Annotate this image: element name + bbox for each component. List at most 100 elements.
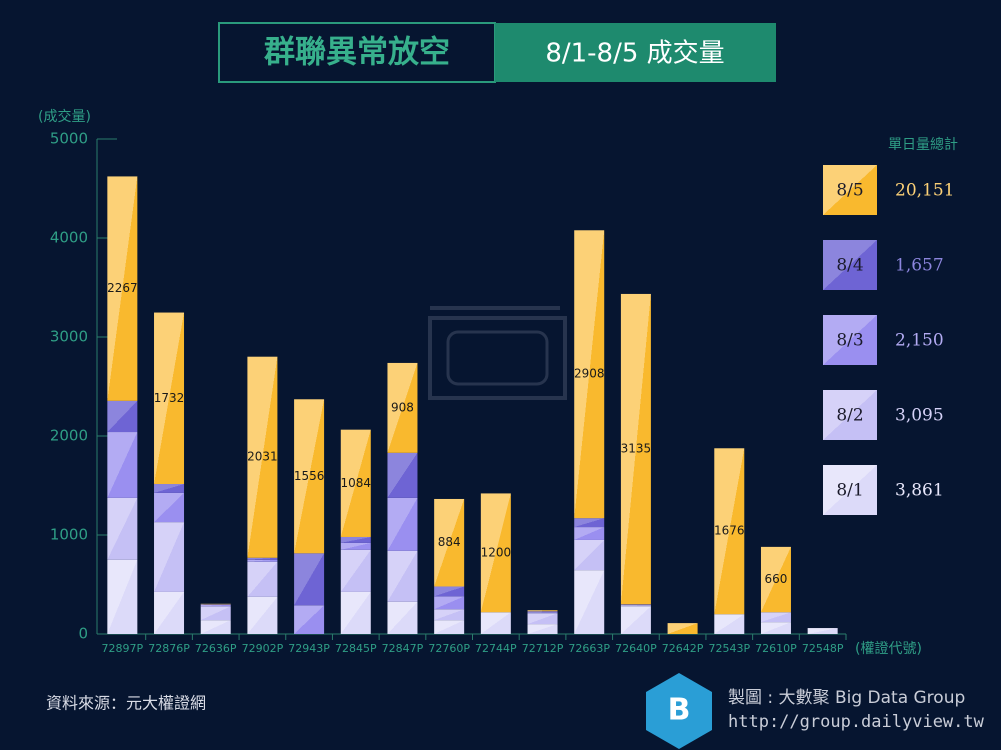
bar-segment [434, 609, 465, 621]
y-tick-label: 3000 [50, 328, 88, 346]
bar-segment [387, 550, 418, 602]
bar-segment [480, 493, 511, 613]
legend-label: 8/4 [836, 256, 863, 276]
bar-segment [387, 601, 418, 634]
bar-segment [247, 356, 278, 558]
bar-segment [340, 542, 371, 550]
x-tick-label: 72744P [475, 642, 517, 655]
bar-segment [200, 604, 231, 607]
bar-segment [107, 400, 138, 433]
legend-label: 8/1 [836, 481, 863, 501]
data-label: 1556 [294, 469, 325, 483]
chart-title: 群聯異常放空 [263, 35, 450, 71]
x-tick-label: 72943P [288, 642, 330, 655]
x-tick-label: 72636P [195, 642, 237, 655]
data-label: 2031 [247, 450, 278, 464]
legend-total: 2,150 [895, 331, 944, 351]
bar-segment [294, 605, 325, 634]
bar-segment [760, 612, 791, 623]
legend-label: 8/3 [836, 331, 863, 351]
x-tick-label: 72845P [335, 642, 377, 655]
watermark-note [428, 316, 567, 400]
legend-swatch [823, 465, 877, 515]
legend-title: 單日量總計 [888, 136, 958, 153]
y-axis-label: (成交量) [38, 108, 91, 125]
bar-segment [247, 557, 278, 560]
bar-segment [527, 613, 558, 625]
data-label: 1732 [154, 391, 185, 405]
bar-segment [107, 559, 138, 634]
y-tick-label: 0 [78, 625, 88, 643]
bar-segment [527, 612, 558, 614]
legend-swatch [823, 240, 877, 290]
data-label: 2267 [107, 281, 138, 295]
legend-total: 1,657 [895, 256, 944, 276]
bar-segment [620, 605, 651, 607]
y-tick-label: 5000 [50, 130, 88, 148]
legend-swatch [823, 315, 877, 365]
bar-segment [760, 622, 791, 634]
data-label: 3135 [621, 442, 652, 456]
watermark-inner [446, 330, 549, 386]
legend-total: 3,095 [895, 406, 944, 426]
x-tick-label: 72712P [522, 642, 564, 655]
bar-segment [714, 614, 745, 634]
source: 資料來源：元大權證網 [46, 694, 206, 713]
bar-segment [434, 596, 465, 610]
data-label: 884 [438, 535, 461, 549]
bar-segment [574, 230, 605, 519]
bar-segment [574, 518, 605, 528]
bar-segment [434, 586, 465, 597]
bar-segment [294, 553, 325, 606]
bar-segment [620, 293, 651, 605]
data-label: 908 [391, 400, 414, 414]
y-tick-label: 4000 [50, 229, 88, 247]
x-tick-label: 72543P [708, 642, 750, 655]
bar-segment [340, 549, 371, 592]
subtitle-box [495, 23, 776, 82]
x-tick-label: 72640P [615, 642, 657, 655]
bar-segment [387, 497, 418, 551]
logo [646, 673, 712, 749]
bar-segment [620, 606, 651, 634]
legend-total: 3,861 [895, 481, 944, 501]
x-axis-label: (權證代號) [855, 640, 922, 657]
bar-segment [527, 611, 558, 613]
bar-segment [714, 448, 745, 615]
x-tick-label: 72897P [102, 642, 144, 655]
credit-url: http://group.dailyview.tw [728, 712, 985, 732]
bar-segment [340, 429, 371, 537]
bar-segment [340, 591, 371, 634]
bar-segment [294, 399, 325, 554]
bar-segment [154, 522, 185, 592]
bar-segment [107, 176, 138, 401]
bar-segment [760, 546, 791, 613]
bar-segment [387, 452, 418, 498]
bar-segment [480, 612, 511, 634]
x-tick-label: 72663P [568, 642, 610, 655]
bar-segment [247, 561, 278, 597]
bar-segment [574, 527, 605, 540]
bar-segment [434, 498, 465, 587]
bar-segment [667, 623, 698, 634]
bar-segment [200, 620, 231, 634]
x-tick-label: 72847P [382, 642, 424, 655]
bar-segment [807, 628, 838, 634]
x-tick-label: 72548P [802, 642, 844, 655]
bar-segment [340, 536, 371, 543]
bar-segment [154, 484, 185, 493]
data-label: 1200 [481, 545, 512, 559]
x-tick-label: 72760P [428, 642, 470, 655]
data-label: 660 [765, 572, 788, 586]
bar-segment [154, 312, 185, 485]
bar-segment [107, 432, 138, 498]
legend-label: 8/5 [836, 181, 863, 201]
bar-segment [527, 624, 558, 634]
bar-segment [434, 620, 465, 634]
bar-segment [154, 492, 185, 523]
data-label: 2908 [574, 367, 605, 381]
bar-segment [247, 596, 278, 634]
x-tick-label: 72902P [242, 642, 284, 655]
bar-segment [527, 610, 558, 612]
